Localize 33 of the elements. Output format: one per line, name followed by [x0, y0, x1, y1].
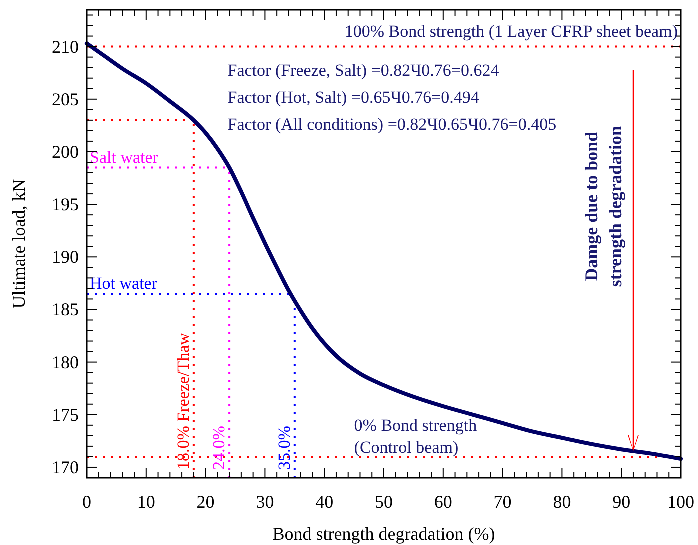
x-axis-title: Bond strength degradation (%)	[272, 524, 496, 544]
ref-line-label: 35.0%	[274, 426, 294, 470]
y-tick-label: 195	[52, 194, 79, 215]
annotation: Factor (Freeze, Salt) =0.82Ч0.76=0.624	[228, 61, 500, 80]
x-tick-label: 50	[375, 492, 393, 512]
annotation: Damge due to bond strength degradation	[581, 126, 626, 288]
x-tick-label: 30	[256, 492, 274, 512]
annotation: 0% Bond strength (Control beam)	[354, 416, 478, 457]
y-tick-label: 175	[52, 404, 79, 425]
ref-line-label: Hot water	[90, 274, 158, 293]
x-tick-label: 100	[668, 492, 694, 512]
x-tick-label: 10	[137, 492, 156, 512]
ref-line-label: 24.0%	[210, 426, 229, 470]
y-tick-label: 170	[52, 457, 79, 478]
y-tick-label: 210	[52, 36, 79, 57]
x-tick-label: 40	[316, 492, 334, 512]
annotation: Factor (Hot, Salt) =0.65Ч0.76=0.494	[228, 88, 480, 107]
x-tick-label: 0	[82, 492, 92, 512]
ref-line-label: Salt water	[90, 148, 159, 167]
annotation: 100% Bond strength (1 Layer CFRP sheet beam)	[344, 22, 678, 41]
x-tick-label: 60	[434, 492, 452, 512]
annotation: Factor (All conditions) =0.82Ч0.65Ч0.76=0.405	[228, 115, 557, 134]
x-tick-label: 90	[612, 492, 631, 512]
x-tick-label: 70	[494, 492, 512, 512]
y-tick-label: 190	[52, 247, 79, 268]
y-tick-label: 200	[52, 142, 79, 162]
y-tick-label: 205	[52, 89, 79, 110]
ref-line-label: 18.0% Freeze/Thaw	[174, 332, 193, 470]
y-axis-title: Ultimate load, kN	[9, 179, 29, 309]
x-tick-label: 80	[553, 492, 572, 512]
y-tick-label: 185	[52, 300, 79, 320]
x-tick-label: 20	[196, 492, 215, 512]
y-tick-label: 180	[52, 352, 79, 372]
